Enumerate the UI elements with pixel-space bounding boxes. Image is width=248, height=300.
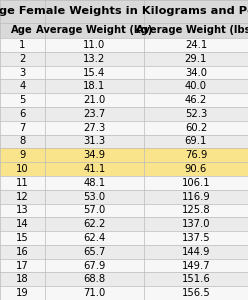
Bar xyxy=(0,52,248,66)
Text: 18: 18 xyxy=(16,274,29,284)
Text: 19: 19 xyxy=(16,288,29,298)
Bar xyxy=(0,217,248,231)
Bar xyxy=(0,121,248,135)
Text: 34.9: 34.9 xyxy=(83,150,105,160)
Text: 6: 6 xyxy=(19,109,26,119)
Text: 62.2: 62.2 xyxy=(83,219,105,229)
Text: Average Weight (kg): Average Weight (kg) xyxy=(36,25,153,35)
Text: 90.6: 90.6 xyxy=(185,164,207,174)
Text: 7: 7 xyxy=(19,123,26,133)
Text: 106.1: 106.1 xyxy=(182,178,210,188)
Text: 144.9: 144.9 xyxy=(182,247,210,257)
Text: 3: 3 xyxy=(19,68,26,78)
Text: 27.3: 27.3 xyxy=(83,123,105,133)
Text: 41.1: 41.1 xyxy=(83,164,105,174)
Bar xyxy=(0,107,248,121)
Text: 18.1: 18.1 xyxy=(83,81,105,91)
Text: 125.8: 125.8 xyxy=(182,206,210,215)
Text: 137.0: 137.0 xyxy=(182,219,210,229)
Text: 2: 2 xyxy=(19,54,26,64)
Text: 29.1: 29.1 xyxy=(185,54,207,64)
Text: 4: 4 xyxy=(19,81,26,91)
Text: 68.8: 68.8 xyxy=(83,274,105,284)
Bar xyxy=(0,93,248,107)
Text: 10: 10 xyxy=(16,164,29,174)
Text: 67.9: 67.9 xyxy=(83,260,105,271)
Text: 13.2: 13.2 xyxy=(83,54,105,64)
Text: 12: 12 xyxy=(16,192,29,202)
Text: 1: 1 xyxy=(19,40,26,50)
Text: 17: 17 xyxy=(16,260,29,271)
Text: 14: 14 xyxy=(16,219,29,229)
Bar xyxy=(0,22,248,38)
Bar xyxy=(0,176,248,190)
Text: 69.1: 69.1 xyxy=(185,136,207,146)
Bar xyxy=(0,0,248,22)
Bar xyxy=(0,38,248,52)
Text: 40.0: 40.0 xyxy=(185,81,207,91)
Bar xyxy=(0,135,248,148)
Text: 137.5: 137.5 xyxy=(182,233,210,243)
Text: 11: 11 xyxy=(16,178,29,188)
Text: 16: 16 xyxy=(16,247,29,257)
Text: 151.6: 151.6 xyxy=(182,274,210,284)
Text: Average Weight (lbs): Average Weight (lbs) xyxy=(136,25,248,35)
Text: 116.9: 116.9 xyxy=(182,192,210,202)
Text: 57.0: 57.0 xyxy=(83,206,105,215)
Text: 62.4: 62.4 xyxy=(83,233,105,243)
Bar xyxy=(0,286,248,300)
Bar xyxy=(0,231,248,245)
Text: 60.2: 60.2 xyxy=(185,123,207,133)
Text: Average Female Weights in Kilograms and Pounds: Average Female Weights in Kilograms and … xyxy=(0,6,248,16)
Bar xyxy=(0,80,248,93)
Text: 15: 15 xyxy=(16,233,29,243)
Text: 15.4: 15.4 xyxy=(83,68,105,78)
Text: 34.0: 34.0 xyxy=(185,68,207,78)
Text: 149.7: 149.7 xyxy=(182,260,210,271)
Text: 65.7: 65.7 xyxy=(83,247,105,257)
Text: 156.5: 156.5 xyxy=(182,288,210,298)
Text: 46.2: 46.2 xyxy=(185,95,207,105)
Bar xyxy=(0,190,248,203)
Bar xyxy=(0,66,248,80)
Text: 76.9: 76.9 xyxy=(185,150,207,160)
Bar xyxy=(0,272,248,286)
Text: 5: 5 xyxy=(19,95,26,105)
Text: 48.1: 48.1 xyxy=(83,178,105,188)
Bar xyxy=(0,148,248,162)
Text: 24.1: 24.1 xyxy=(185,40,207,50)
Text: 53.0: 53.0 xyxy=(83,192,105,202)
Text: 8: 8 xyxy=(19,136,26,146)
Text: 23.7: 23.7 xyxy=(83,109,105,119)
Bar xyxy=(0,162,248,176)
Text: 52.3: 52.3 xyxy=(185,109,207,119)
Text: 31.3: 31.3 xyxy=(83,136,105,146)
Text: 11.0: 11.0 xyxy=(83,40,105,50)
Text: 21.0: 21.0 xyxy=(83,95,105,105)
Text: 71.0: 71.0 xyxy=(83,288,105,298)
Bar xyxy=(0,259,248,272)
Bar xyxy=(0,203,248,217)
Text: Age: Age xyxy=(11,25,33,35)
Text: 9: 9 xyxy=(19,150,26,160)
Bar xyxy=(0,245,248,259)
Text: 13: 13 xyxy=(16,206,29,215)
